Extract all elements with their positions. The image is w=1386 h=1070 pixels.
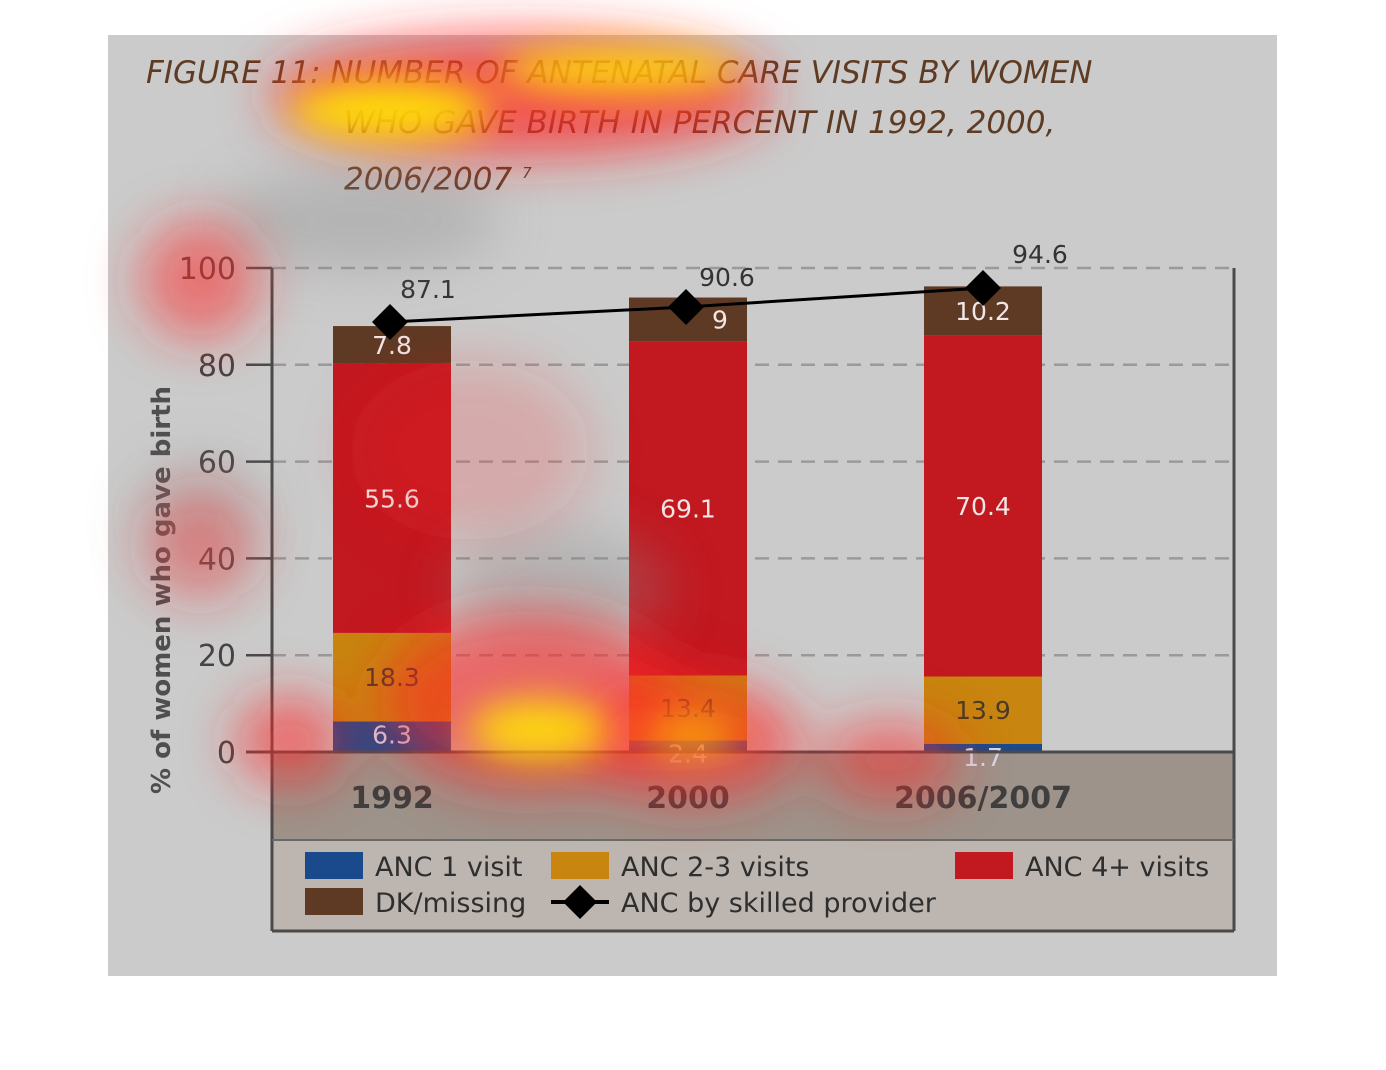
bar-stacks: 6.318.355.67.82.413.469.191.713.970.410.…: [333, 286, 1042, 772]
y-axis-title: % of women who gave birth: [147, 386, 177, 794]
legend-swatch: [955, 852, 1013, 879]
y-axis: 0 20 40 60 80 100: [179, 252, 272, 771]
legend-item: ANC 2-3 visits: [551, 852, 810, 883]
line-data-label: 87.1: [400, 275, 456, 304]
y-tick-label: 20: [198, 639, 236, 674]
bar-segment: [924, 335, 1042, 677]
skilled-provider-marker: [965, 270, 1001, 306]
legend-item: ANC by skilled provider: [551, 885, 937, 919]
bar-stack-2000: 2.4 13.4 69.1 9: [629, 297, 747, 768]
skilled-provider-line-series: 87.1 90.6 94.6: [372, 240, 1068, 340]
bar-stack-1992: 6.318.355.67.8: [333, 326, 451, 752]
line-data-label: 94.6: [1012, 240, 1068, 269]
legend-label: DK/missing: [375, 888, 526, 919]
legend-label: ANC 1 visit: [375, 852, 523, 883]
y-tick-label: 80: [198, 349, 236, 384]
data-label: 13.9: [955, 696, 1011, 725]
legend-swatch: [551, 852, 609, 879]
y-tick-label: 40: [198, 542, 236, 577]
data-label: 70.4: [955, 492, 1011, 521]
line-data-label: 90.6: [699, 263, 755, 292]
data-label: 69.1: [660, 494, 716, 523]
y-tick-label: 0: [217, 736, 236, 771]
skilled-provider-marker: [668, 289, 704, 325]
data-label: 2.4: [668, 739, 708, 768]
x-category-label: 2006/2007: [894, 781, 1072, 816]
legend-diamond-marker: [563, 885, 597, 919]
data-label: 9: [712, 305, 728, 334]
legend-item: ANC 1 visit: [305, 852, 523, 883]
y-tick-label: 60: [198, 446, 236, 481]
legend-swatch: [305, 888, 363, 915]
legend: ANC 1 visit ANC 2-3 visits ANC 4+ visits DK…: [305, 852, 1209, 919]
x-category-label: 2000: [646, 781, 730, 816]
legend-box: [273, 840, 1234, 931]
data-label: 55.6: [364, 484, 420, 513]
legend-swatch: [305, 852, 363, 879]
data-label: 18.3: [364, 663, 420, 692]
y-tick-label: 100: [179, 252, 236, 287]
legend-item: DK/missing: [305, 888, 526, 919]
legend-label: ANC 4+ visits: [1025, 852, 1209, 883]
data-label: 6.3: [372, 721, 412, 750]
title-footnote-mark: 7: [522, 164, 532, 182]
x-category-label: 1992: [350, 781, 434, 816]
data-label: 1.7: [963, 743, 1003, 772]
bar-stack-2006-2007: 1.713.970.410.2: [924, 286, 1042, 772]
bar-segment: [924, 743, 1042, 752]
skilled-provider-marker: [372, 304, 408, 340]
legend-item: ANC 4+ visits: [955, 852, 1209, 883]
legend-label: ANC 2-3 visits: [621, 852, 810, 883]
data-label: 13.4: [660, 694, 716, 723]
legend-label: ANC by skilled provider: [621, 888, 937, 919]
